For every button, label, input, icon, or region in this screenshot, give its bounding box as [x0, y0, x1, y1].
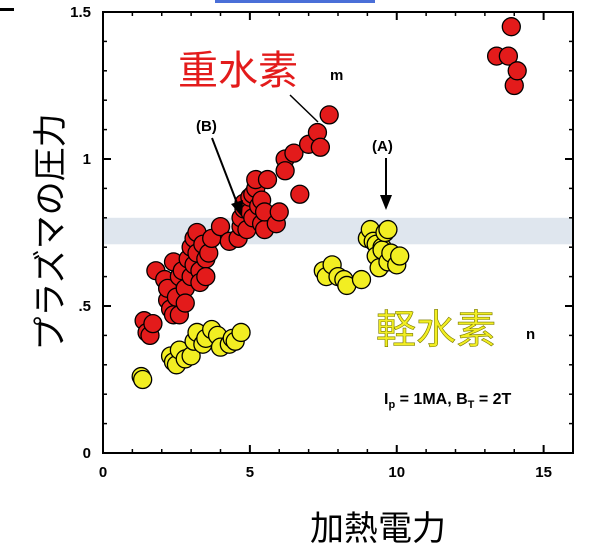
data-point — [319, 105, 339, 125]
x-tick-label-1: 5 — [246, 464, 254, 481]
x-axis-label: 加熱電力 — [310, 509, 446, 549]
y-tick-label-0: 0 — [83, 445, 91, 462]
conditions-label: Ip = 1MA, BT = 2T — [384, 391, 512, 411]
data-point — [507, 61, 527, 81]
data-point — [275, 161, 295, 181]
x-tick-label-0: 0 — [99, 464, 107, 481]
data-point — [290, 184, 310, 204]
arrow-a-head — [380, 195, 392, 210]
data-point — [269, 202, 289, 222]
deuterium-label: 重水素 — [178, 48, 298, 94]
data-point — [351, 269, 372, 290]
data-point — [501, 17, 521, 37]
data-points — [131, 17, 527, 390]
y-tick-label-2: 1 — [83, 151, 91, 168]
arrow-b-head — [231, 200, 243, 217]
deuterium-marker-label: m — [330, 67, 343, 84]
top-crop-mark — [215, 0, 375, 3]
data-point — [133, 369, 153, 390]
series-0 — [134, 17, 527, 346]
arrow-a-label: (A) — [372, 138, 393, 155]
data-point — [175, 293, 195, 313]
data-point — [143, 313, 163, 334]
y-tick-label-1: .5 — [78, 298, 91, 315]
data-point — [210, 216, 231, 237]
data-point — [196, 266, 216, 287]
y-tick-label-3: 1.5 — [70, 4, 91, 21]
hydrogen-marker-label: n — [526, 326, 535, 343]
arrow-b-shaft — [211, 137, 238, 204]
x-tick-label-2: 10 — [388, 464, 405, 481]
hydrogen-label: 軽水素 — [376, 307, 496, 353]
highlight-band-rect — [103, 217, 573, 245]
tick-labels: 0 5 10 15 0 .5 1 1.5 — [70, 4, 552, 481]
plot-frame — [102, 11, 574, 454]
arrow-b-label: (B) — [196, 118, 217, 135]
deuterium-pointer-line — [289, 94, 319, 123]
data-point — [498, 46, 519, 66]
data-point — [310, 137, 331, 157]
data-point — [231, 322, 251, 343]
left-crop-mark — [0, 8, 14, 11]
data-point — [257, 169, 278, 190]
x-tick-label-3: 15 — [535, 464, 552, 481]
y-axis-label: プラズマの圧力 — [31, 113, 71, 350]
data-point — [378, 219, 398, 240]
data-point — [390, 246, 410, 266]
data-point — [284, 143, 304, 163]
highlight-band — [103, 217, 573, 245]
series-1 — [131, 219, 410, 390]
